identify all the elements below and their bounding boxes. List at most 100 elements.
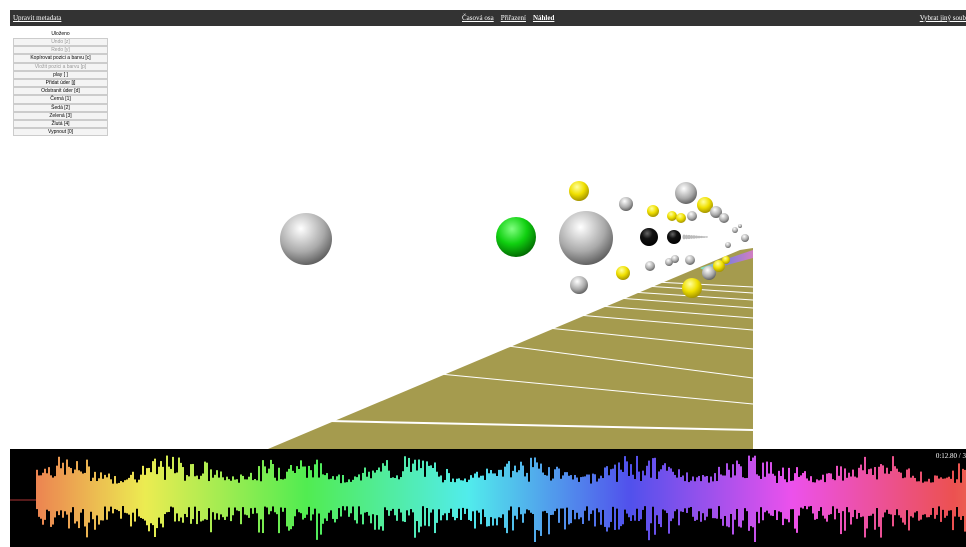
waveform-bar bbox=[470, 475, 472, 522]
waveform-bar bbox=[146, 468, 148, 526]
waveform-bar bbox=[230, 480, 232, 522]
waveform-bar bbox=[488, 473, 490, 527]
status: Uloženo bbox=[51, 31, 70, 37]
waveform-bar bbox=[334, 479, 336, 523]
waveform-bar bbox=[808, 480, 810, 507]
waveform-bar bbox=[252, 480, 254, 514]
waveform-bar bbox=[134, 479, 136, 522]
waveform-bar bbox=[36, 469, 38, 510]
waveform-bar bbox=[154, 458, 156, 537]
waveform-bar bbox=[462, 480, 464, 508]
waveform-bar bbox=[648, 460, 650, 541]
waveform-bar bbox=[956, 479, 958, 508]
sphere bbox=[741, 234, 749, 242]
waveform-bar bbox=[696, 477, 698, 520]
waveform-bar bbox=[114, 476, 116, 510]
panel-button[interactable]: play [ ] bbox=[13, 70, 108, 79]
waveform-bar bbox=[74, 469, 76, 524]
waveform-bar bbox=[506, 463, 508, 534]
waveform-bar bbox=[604, 467, 606, 527]
panel-button[interactable]: Vložit pozici a barvu [p] bbox=[13, 62, 108, 71]
waveform-bar bbox=[742, 477, 744, 521]
panel-button[interactable]: Vypnout [0] bbox=[13, 128, 108, 137]
waveform-bar bbox=[950, 478, 952, 511]
waveform-bar bbox=[542, 472, 544, 512]
waveform-bar bbox=[514, 465, 516, 516]
waveform-bar bbox=[954, 482, 956, 517]
waveform-bar bbox=[382, 463, 384, 531]
waveform-bar bbox=[596, 481, 598, 509]
panel-button[interactable]: Undo [z] bbox=[13, 38, 108, 47]
waveform-bar bbox=[846, 477, 848, 508]
waveform-bar bbox=[428, 465, 430, 527]
tab-link[interactable]: Přiřazení bbox=[500, 14, 526, 22]
waveform-bar bbox=[886, 467, 888, 510]
waveform-bar bbox=[200, 475, 202, 522]
waveform-bar bbox=[628, 475, 630, 518]
panel-button[interactable]: Šedá [2] bbox=[13, 103, 108, 112]
choose-file-link[interactable]: Vybrat jiný soub bbox=[919, 14, 966, 22]
waveform-bar bbox=[724, 475, 726, 516]
panel-button[interactable]: Zelená [3] bbox=[13, 111, 108, 120]
waveform-bar bbox=[158, 466, 160, 518]
waveform-bar bbox=[92, 477, 94, 520]
waveform-bar bbox=[136, 482, 138, 509]
sphere bbox=[645, 261, 655, 271]
waveform-bar bbox=[952, 470, 954, 531]
waveform-bar bbox=[610, 469, 612, 522]
trail-dot bbox=[700, 235, 703, 239]
panel-button[interactable]: Přidat úder [j] bbox=[13, 78, 108, 88]
sphere bbox=[710, 206, 722, 218]
waveform-bar bbox=[840, 466, 842, 535]
waveform-bar bbox=[884, 473, 886, 513]
waveform-bar bbox=[312, 477, 314, 515]
waveform-bar bbox=[570, 475, 572, 524]
waveform-bar bbox=[44, 468, 46, 520]
waveform-bar bbox=[432, 468, 434, 510]
waveform-bar bbox=[770, 462, 772, 516]
waveform-bar bbox=[816, 479, 818, 519]
waveform-bar bbox=[96, 481, 98, 516]
waveform-bar bbox=[666, 470, 668, 514]
road bbox=[268, 248, 753, 449]
waveform-bar bbox=[254, 478, 256, 508]
tab-link[interactable]: Náhled bbox=[532, 14, 555, 22]
waveform-bar bbox=[98, 478, 100, 525]
waveform-bar bbox=[82, 473, 84, 510]
waveform-bar bbox=[160, 461, 162, 524]
waveform-bar bbox=[292, 470, 294, 527]
waveform-bar bbox=[772, 473, 774, 516]
waveform-bar bbox=[870, 468, 872, 516]
waveform-bar bbox=[746, 477, 748, 512]
tab-link[interactable]: Časová osa bbox=[462, 14, 494, 22]
panel-button[interactable]: Redo [y] bbox=[13, 46, 108, 55]
waveform-bar bbox=[360, 480, 362, 515]
panel-button[interactable]: Žlutá [4] bbox=[13, 119, 108, 129]
waveform-bar bbox=[324, 475, 326, 519]
waveform-bar bbox=[652, 458, 654, 507]
waveform-bar bbox=[904, 477, 906, 525]
waveform-bar bbox=[662, 465, 664, 510]
waveform-bar bbox=[586, 474, 588, 507]
waveform-bar bbox=[524, 476, 526, 514]
waveform-bar bbox=[364, 467, 366, 513]
sphere bbox=[559, 211, 613, 265]
waveform-bar bbox=[302, 466, 304, 520]
waveform-bar bbox=[406, 466, 408, 511]
panel-button[interactable]: Odstranit úder [d] bbox=[13, 87, 108, 96]
waveform-bar bbox=[284, 478, 286, 508]
waveform-bar bbox=[500, 469, 502, 518]
waveform-bar bbox=[118, 482, 120, 512]
waveform-bar bbox=[496, 475, 498, 526]
waveform-bar bbox=[472, 477, 474, 512]
waveform-bar bbox=[380, 471, 382, 527]
waveform-bar bbox=[394, 478, 396, 516]
waveform-bar bbox=[564, 472, 566, 530]
waveform-bar bbox=[206, 462, 208, 520]
panel-button[interactable]: Černá [1] bbox=[13, 95, 108, 104]
edit-metadata-link[interactable]: Upravit metadata bbox=[13, 14, 62, 22]
waveform-bar bbox=[490, 470, 492, 518]
waveform-bar bbox=[786, 482, 788, 520]
waveform-bar bbox=[260, 481, 262, 520]
panel-button[interactable]: Kopírovat pozici a barvu [c] bbox=[13, 54, 108, 63]
